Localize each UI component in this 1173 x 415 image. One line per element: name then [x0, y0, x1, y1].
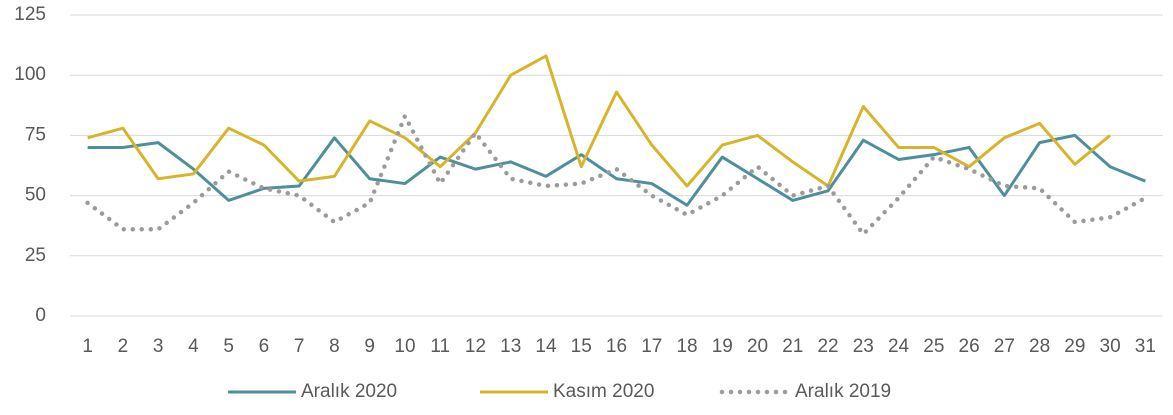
x-tick-label: 24 — [888, 336, 910, 357]
x-tick-label: 7 — [294, 336, 305, 357]
x-tick-label: 17 — [641, 336, 662, 357]
x-tick-label: 25 — [923, 336, 944, 357]
legend-label: Kasım 2020 — [553, 381, 654, 402]
y-tick-label: 100 — [14, 64, 46, 85]
x-tick-label: 11 — [430, 336, 450, 357]
y-tick-label: 25 — [25, 245, 46, 266]
x-tick-label: 14 — [535, 336, 557, 357]
x-tick-label: 12 — [465, 336, 486, 357]
x-tick-label: 3 — [153, 336, 164, 357]
line-series — [87, 133, 1146, 207]
x-tick-label: 9 — [364, 336, 375, 357]
x-tick-label: 30 — [1100, 336, 1121, 357]
y-tick-label: 125 — [14, 4, 46, 25]
x-tick-label: 15 — [571, 336, 592, 357]
x-tick-label: 13 — [500, 336, 521, 357]
x-tick-label: 16 — [606, 336, 627, 357]
x-tick-label: 1 — [82, 336, 93, 357]
x-tick-label: 22 — [817, 336, 838, 357]
x-tick-label: 21 — [782, 336, 803, 357]
x-tick-label: 23 — [853, 336, 874, 357]
x-tick-label: 28 — [1029, 336, 1050, 357]
x-tick-label: 8 — [329, 336, 340, 357]
x-tick-label: 18 — [676, 336, 697, 357]
y-tick-label: 75 — [25, 124, 46, 145]
x-tick-label: 20 — [747, 336, 768, 357]
x-tick-label: 10 — [394, 336, 415, 357]
x-tick-label: 27 — [994, 336, 1015, 357]
line-series — [85, 110, 1148, 238]
x-tick-label: 31 — [1135, 336, 1156, 357]
line-series — [87, 54, 1112, 188]
y-tick-label: 0 — [35, 305, 46, 326]
x-tick-label: 19 — [712, 336, 733, 357]
x-tick-label: 6 — [259, 336, 270, 357]
legend-label: Aralık 2020 — [301, 381, 397, 402]
x-tick-label: 29 — [1064, 336, 1085, 357]
x-tick-label: 4 — [188, 336, 199, 357]
x-tick-label: 2 — [118, 336, 129, 357]
x-tick-label: 5 — [223, 336, 234, 357]
y-tick-label: 50 — [25, 185, 46, 206]
x-tick-label: 26 — [959, 336, 980, 357]
legend-label: Aralık 2019 — [795, 381, 891, 402]
